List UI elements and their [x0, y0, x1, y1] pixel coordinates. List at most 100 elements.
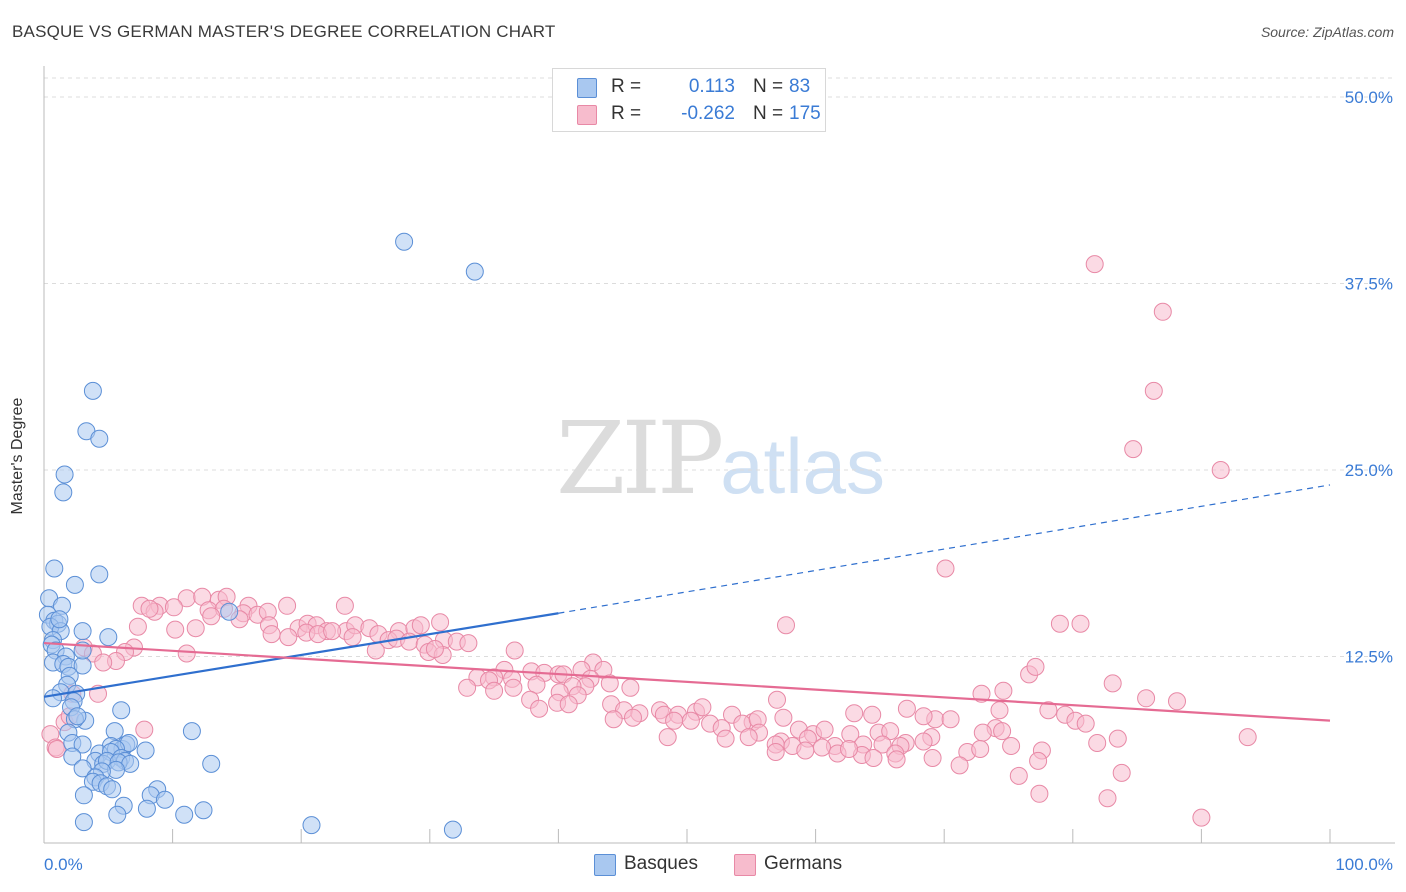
- basque-point: [136, 741, 155, 760]
- german-point: [186, 619, 205, 638]
- basque-point: [175, 805, 194, 824]
- german-point: [177, 644, 196, 663]
- german-point: [766, 743, 785, 761]
- german-point: [425, 640, 444, 658]
- german-point: [1108, 729, 1127, 748]
- german-point: [94, 653, 113, 672]
- german-point: [1085, 255, 1104, 274]
- german-point: [881, 722, 900, 741]
- german-point: [950, 756, 969, 775]
- legend-n-label: N =: [753, 103, 784, 124]
- basque-point: [44, 689, 62, 708]
- source-label: Source: ZipAtlas.com: [1260, 24, 1394, 40]
- german-point: [1144, 381, 1163, 400]
- german-point: [845, 704, 864, 723]
- german-point: [941, 710, 960, 729]
- german-point: [604, 710, 623, 729]
- german-point: [47, 740, 66, 758]
- german-point: [815, 720, 834, 739]
- germans-swatch: [577, 105, 597, 125]
- german-point: [716, 729, 735, 748]
- legend-n-value: 83: [789, 76, 811, 97]
- germans-points: [41, 255, 1257, 827]
- grid-lines: [44, 77, 1395, 657]
- basque-point: [194, 801, 213, 820]
- german-point: [768, 690, 786, 709]
- basque-point: [54, 483, 73, 502]
- basque-point: [108, 805, 127, 824]
- german-point: [1039, 701, 1058, 720]
- basque-point: [73, 735, 92, 754]
- basque-point: [302, 816, 321, 835]
- german-point: [1168, 692, 1186, 711]
- german-point: [914, 732, 933, 751]
- basques-points: [38, 232, 484, 839]
- x-tick-label: 100.0%: [1335, 855, 1393, 874]
- german-point: [993, 722, 1012, 741]
- german-point: [621, 678, 640, 697]
- legend-n-value: 175: [789, 103, 821, 124]
- german-point: [1071, 614, 1090, 633]
- german-point: [343, 628, 362, 647]
- german-point: [665, 711, 684, 730]
- german-point: [1026, 657, 1045, 676]
- basque-point: [90, 429, 109, 448]
- german-point: [863, 705, 882, 724]
- german-point: [135, 720, 154, 739]
- german-point: [1124, 440, 1143, 459]
- x-tick-label: 0.0%: [44, 855, 83, 874]
- german-point: [600, 674, 619, 693]
- german-point: [1137, 689, 1156, 708]
- german-point: [971, 740, 990, 758]
- legend-label-basques: Basques: [624, 853, 698, 874]
- german-point: [335, 596, 354, 615]
- german-point: [693, 698, 712, 717]
- german-point: [1153, 302, 1172, 321]
- basque-point: [74, 786, 93, 805]
- german-point: [658, 728, 677, 747]
- basque-point: [155, 790, 174, 809]
- germans-swatch: [734, 854, 756, 876]
- german-point: [323, 622, 342, 641]
- german-point: [459, 634, 478, 653]
- y-tick-label: 50.0%: [1345, 88, 1393, 107]
- legend-r-label: R =: [611, 76, 642, 97]
- german-point: [739, 728, 758, 747]
- basque-point: [103, 780, 122, 799]
- basque-point: [68, 707, 87, 726]
- german-point: [796, 741, 815, 760]
- basque-point: [465, 262, 484, 281]
- german-point: [774, 708, 793, 727]
- german-point: [1002, 737, 1021, 755]
- basque-point: [443, 820, 462, 839]
- german-point: [994, 681, 1013, 700]
- basques-trend-line: [43, 612, 559, 698]
- legend-r-value: -0.262: [681, 103, 735, 124]
- german-point: [166, 620, 185, 639]
- legend-label-germans: Germans: [764, 853, 843, 874]
- german-point: [936, 559, 955, 578]
- axes: [43, 66, 1395, 844]
- german-point: [897, 699, 916, 718]
- german-point: [202, 607, 221, 626]
- german-point: [840, 740, 858, 758]
- german-point: [140, 599, 159, 618]
- watermark-zip: ZIP: [556, 400, 724, 517]
- german-point: [279, 628, 298, 647]
- german-point: [128, 617, 147, 636]
- german-point: [1009, 766, 1028, 785]
- german-point: [1076, 714, 1095, 733]
- german-point: [262, 625, 281, 644]
- german-point: [164, 598, 183, 617]
- german-point: [411, 616, 430, 635]
- basque-point: [182, 722, 201, 741]
- german-point: [973, 723, 992, 742]
- german-point: [914, 707, 933, 726]
- german-point: [813, 738, 831, 757]
- basque-point: [73, 622, 92, 641]
- german-point: [1098, 789, 1117, 808]
- basque-point: [99, 628, 118, 647]
- basque-point: [90, 565, 109, 584]
- basques-swatch: [594, 854, 616, 876]
- german-point: [923, 749, 942, 767]
